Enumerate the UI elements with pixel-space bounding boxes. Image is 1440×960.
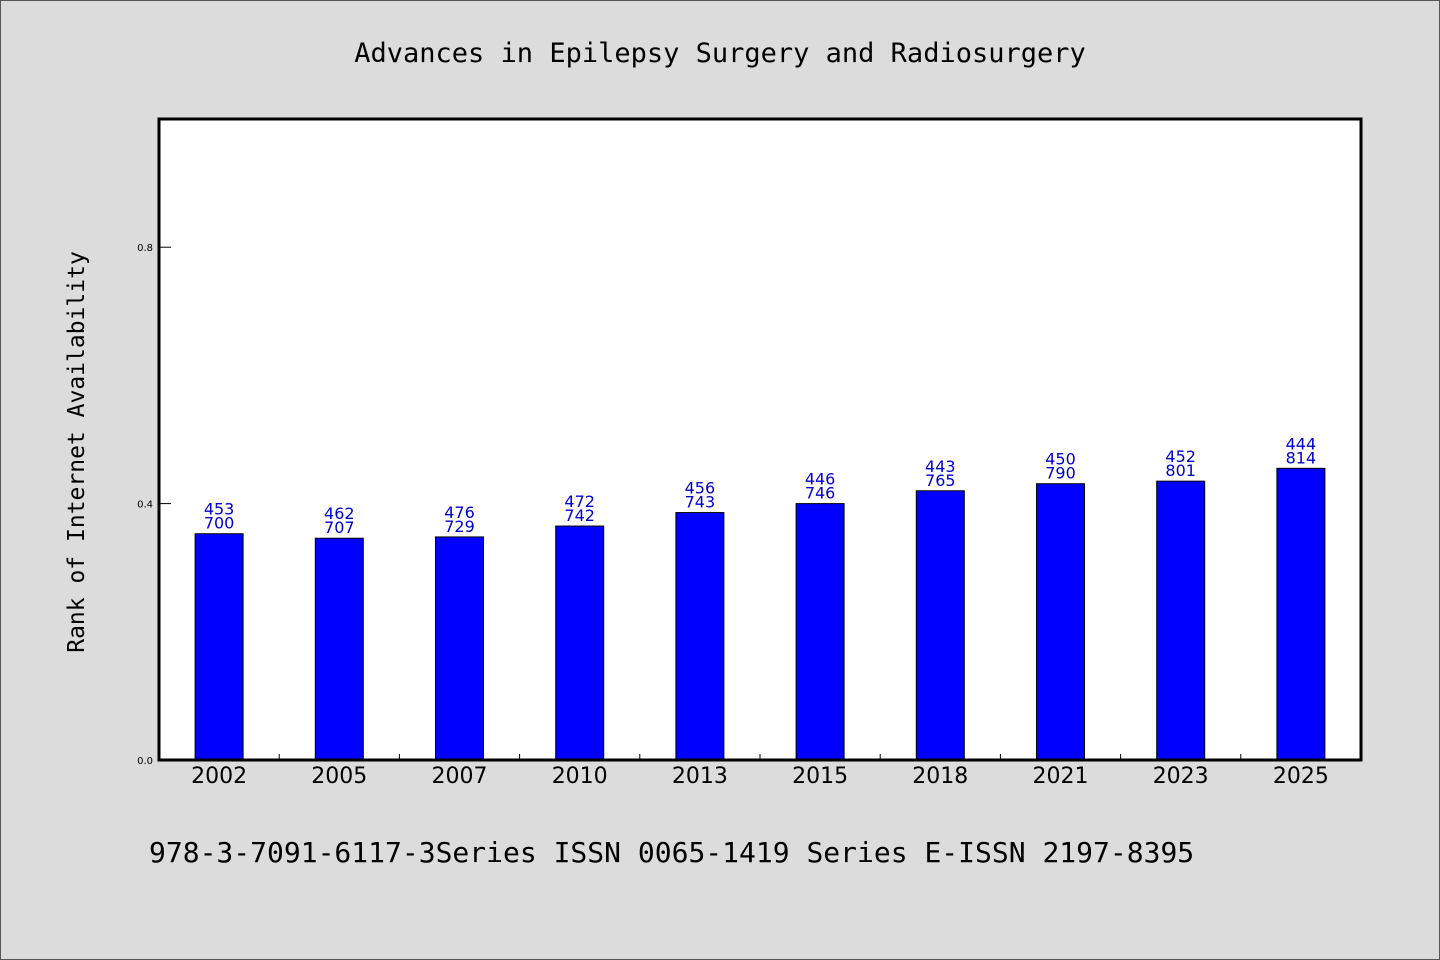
bar-label-bottom-2021: 790 bbox=[1045, 464, 1076, 483]
bar-label-bottom-2010: 742 bbox=[564, 506, 595, 525]
plot-border bbox=[157, 117, 1363, 762]
bar-2021 bbox=[1036, 483, 1085, 761]
y-tick-label-0.0: 0.0 bbox=[137, 756, 153, 767]
bar-2018 bbox=[915, 490, 965, 761]
x-tick-label-2007: 2007 bbox=[432, 764, 488, 789]
bar-label-top-2025: 444 bbox=[1286, 434, 1317, 453]
data-labels-group: 4537004627074767294727424567434467464437… bbox=[204, 434, 1316, 537]
bar-label-top-2007: 476 bbox=[444, 503, 475, 522]
x-tick-label-2005: 2005 bbox=[311, 764, 367, 789]
bar-label-top-2010: 472 bbox=[564, 492, 595, 511]
bar-label-top-2015: 446 bbox=[805, 470, 836, 489]
x-tick-label-2010: 2010 bbox=[552, 764, 608, 789]
bar-label-bottom-2025: 814 bbox=[1286, 448, 1317, 467]
bar-label-bottom-2015: 746 bbox=[805, 484, 836, 503]
x-tick-label-2015: 2015 bbox=[792, 764, 848, 789]
x-tick-label-2025: 2025 bbox=[1273, 764, 1329, 789]
bar-label-top-2002: 453 bbox=[204, 500, 235, 519]
bar-label-bottom-2007: 729 bbox=[444, 517, 475, 536]
bar-2013 bbox=[675, 512, 725, 761]
bar-label-bottom-2013: 743 bbox=[685, 493, 716, 512]
bar-label-top-2013: 456 bbox=[685, 479, 716, 498]
bar-2005 bbox=[314, 537, 364, 761]
x-tick-label-2002: 2002 bbox=[191, 764, 247, 789]
bar-2015 bbox=[795, 503, 845, 761]
y-tick-label-0.4: 0.4 bbox=[137, 500, 153, 511]
x-tick-label-2018: 2018 bbox=[912, 764, 968, 789]
bar-label-top-2023: 452 bbox=[1165, 447, 1196, 466]
bars-group bbox=[194, 467, 1326, 761]
bar-2007 bbox=[435, 536, 484, 761]
x-tick-label-2021: 2021 bbox=[1033, 764, 1089, 789]
bar-2023 bbox=[1156, 480, 1206, 761]
chart-title: Advances in Epilepsy Surgery and Radiosu… bbox=[354, 38, 1086, 69]
y-tick-label-0.8: 0.8 bbox=[137, 243, 153, 254]
bar-2025 bbox=[1276, 467, 1326, 761]
bar-label-bottom-2002: 700 bbox=[204, 514, 235, 533]
bar-label-bottom-2018: 765 bbox=[925, 471, 956, 490]
bar-2002 bbox=[194, 533, 244, 761]
y-axis-label: Rank of Internet Availability bbox=[64, 251, 90, 653]
x-tick-label-2023: 2023 bbox=[1153, 764, 1209, 789]
bar-label-bottom-2005: 707 bbox=[324, 518, 355, 537]
bar-2010 bbox=[555, 525, 605, 761]
x-tick-label-2013: 2013 bbox=[672, 764, 728, 789]
bar-label-top-2021: 450 bbox=[1045, 450, 1076, 469]
footer-isbn-text: 978-3-7091-6117-3Series ISSN 0065-1419 S… bbox=[149, 836, 1194, 869]
bar-label-bottom-2023: 801 bbox=[1165, 461, 1196, 480]
bar-label-top-2005: 462 bbox=[324, 504, 355, 523]
bar-label-top-2018: 443 bbox=[925, 457, 956, 476]
